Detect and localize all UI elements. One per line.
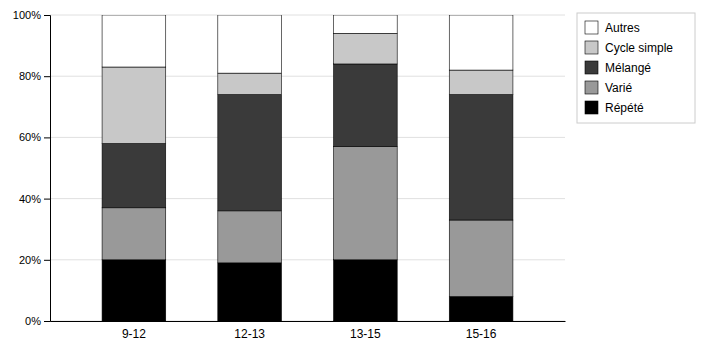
bar-segment xyxy=(218,95,282,211)
series xyxy=(102,64,513,220)
x-tick: 9-12 xyxy=(122,327,146,341)
bar-segment xyxy=(102,67,166,144)
bar-segment xyxy=(102,208,166,260)
y-tick-mark xyxy=(44,321,50,322)
y-tick: 60% xyxy=(19,131,50,143)
x-tick-label: 15-16 xyxy=(466,327,497,341)
legend-item: Autres xyxy=(585,21,640,35)
bar-segment xyxy=(449,70,513,94)
x-axis: 9-12 12-13 13-15 15-16 xyxy=(51,322,566,341)
y-tick: 100% xyxy=(13,9,50,21)
legend-item: Répété xyxy=(585,101,644,115)
bar-segment xyxy=(449,297,513,321)
y-axis-line xyxy=(44,16,51,322)
x-tick-label: 9-12 xyxy=(122,327,146,341)
y-tick-label: 100% xyxy=(13,9,41,21)
legend-label: Varié xyxy=(605,81,632,95)
legend-frame xyxy=(577,13,695,123)
bar-segment xyxy=(218,73,282,94)
legend-label: Cycle simple xyxy=(605,41,673,55)
y-tick-label: 0% xyxy=(25,315,41,327)
y-tick-label: 20% xyxy=(19,254,41,266)
legend-swatch xyxy=(585,81,598,94)
legend-label: Mélangé xyxy=(605,61,651,75)
y-axis: 0% 20% 40% 60% 80% 100% xyxy=(13,9,51,327)
x-tick: 15-16 xyxy=(466,327,497,341)
x-tick: 13-15 xyxy=(350,327,381,341)
y-tick-mark xyxy=(44,199,50,200)
legend-swatch xyxy=(585,101,598,114)
chart: 0% 20% 40% 60% 80% 100% 9-12 12-13 13-15 15-16 Aut… xyxy=(0,0,715,353)
legend-item: Mélangé xyxy=(585,61,651,75)
x-axis-line xyxy=(51,321,566,322)
y-tick-mark xyxy=(44,260,50,261)
plot: 0% 20% 40% 60% 80% 100% 9-12 12-13 13-15 15-16 xyxy=(13,9,566,341)
bars xyxy=(102,15,513,321)
y-tick: 20% xyxy=(19,254,50,266)
y-tick: 40% xyxy=(19,193,50,205)
bar-segment xyxy=(449,95,513,220)
legend-item: Varié xyxy=(585,81,632,95)
legend-swatch xyxy=(585,21,598,34)
y-tick-mark xyxy=(44,15,50,16)
bar-segment xyxy=(449,15,513,70)
bar-segment xyxy=(102,260,166,321)
bar-segment xyxy=(334,15,398,33)
y-tick-label: 60% xyxy=(19,131,41,143)
grid xyxy=(50,15,565,321)
legend-label: Autres xyxy=(605,21,640,35)
y-tick-mark xyxy=(44,76,50,77)
y-tick-mark xyxy=(44,137,50,138)
y-tick-label: 80% xyxy=(19,70,41,82)
y-tick: 80% xyxy=(19,70,50,82)
legend-swatch xyxy=(585,41,598,54)
bar-segment xyxy=(334,33,398,64)
bar-segment xyxy=(334,64,398,147)
bar-segment xyxy=(334,147,398,260)
y-tick-label: 40% xyxy=(19,193,41,205)
legend-swatch xyxy=(585,61,598,74)
legend-item: Cycle simple xyxy=(585,41,673,55)
bar-segment xyxy=(102,144,166,208)
bar-segment xyxy=(218,263,282,321)
bar-segment xyxy=(449,220,513,297)
x-tick-label: 13-15 xyxy=(350,327,381,341)
legend: Autres Cycle simple Mélangé Varié Répété xyxy=(577,13,695,123)
legend-label: Répété xyxy=(605,101,644,115)
series xyxy=(102,15,513,73)
x-tick: 12-13 xyxy=(234,327,265,341)
x-tick-label: 12-13 xyxy=(234,327,265,341)
bar-segment xyxy=(334,260,398,321)
bar-segment xyxy=(102,15,166,67)
bar-segment xyxy=(218,211,282,263)
y-tick: 0% xyxy=(25,315,50,327)
bar-segment xyxy=(218,15,282,73)
